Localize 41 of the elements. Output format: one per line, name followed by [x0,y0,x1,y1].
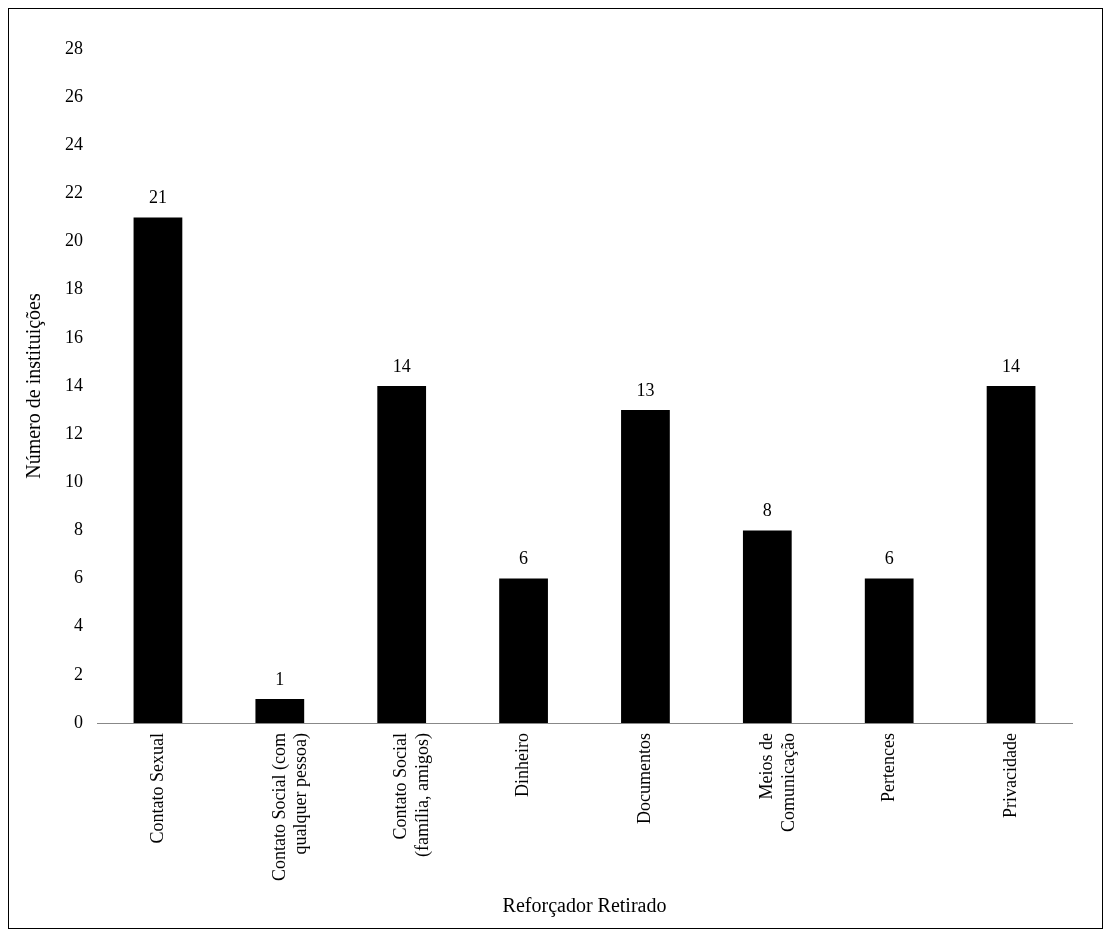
y-tick-label: 26 [65,85,83,106]
x-tick-label: Pertences [877,733,898,802]
y-tick-label: 20 [65,230,83,251]
y-tick-label: 28 [65,37,83,58]
bar [864,578,914,724]
bar [255,698,305,724]
bar [986,386,1036,724]
y-tick-label: 22 [65,182,83,203]
bar [377,386,427,724]
y-axis-title: Número de instituições [22,293,46,479]
x-tick-label: Contato Sexual [146,733,167,844]
y-tick-label: 0 [74,711,83,732]
x-tick-label: Privacidade [999,733,1020,818]
data-label: 8 [762,500,772,521]
bar [499,578,548,724]
bar [133,217,183,724]
data-label: 6 [519,548,529,569]
x-tick-label: Documentos [634,733,655,825]
bar [621,410,670,724]
y-tick-label: 16 [65,326,83,347]
x-tick-label: Contato Social (família, amigos) [390,733,434,857]
y-tick-label: 8 [74,519,83,540]
x-axis-title: Reforçador Retirado [502,894,667,918]
y-tick-label: 6 [74,567,83,588]
y-tick-label: 10 [65,471,83,492]
data-label: 1 [275,668,285,689]
x-tick-label: Meios de Comunicação [756,733,798,832]
data-label: 6 [884,548,894,569]
x-tick-label: Dinheiro [512,733,533,798]
y-tick-label: 2 [74,663,83,684]
data-label: 14 [1002,355,1021,376]
x-tick-label: Contato Social (com qualquer pessoa) [268,733,312,882]
data-label: 13 [636,379,655,400]
data-label: 14 [392,355,411,376]
y-tick-label: 12 [65,422,83,443]
y-tick-label: 18 [65,278,83,299]
y-tick-label: 4 [74,615,83,636]
y-tick-label: 14 [65,374,83,395]
bar [742,530,792,724]
y-tick-label: 24 [65,134,83,155]
data-label: 21 [148,187,167,208]
